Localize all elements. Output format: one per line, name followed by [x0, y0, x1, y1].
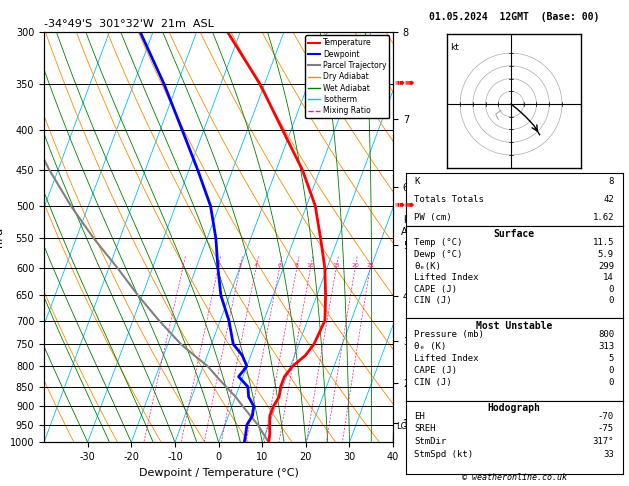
Text: 0: 0 [609, 296, 614, 305]
Text: Lifted Index: Lifted Index [415, 354, 479, 363]
Text: kt: kt [450, 43, 459, 52]
Text: 01.05.2024  12GMT  (Base: 00): 01.05.2024 12GMT (Base: 00) [429, 12, 599, 22]
Text: 1: 1 [181, 263, 185, 268]
Text: 0: 0 [609, 285, 614, 294]
Text: 299: 299 [598, 261, 614, 271]
Y-axis label: hPa: hPa [0, 227, 4, 247]
Text: 5: 5 [609, 354, 614, 363]
Text: 2: 2 [216, 263, 220, 268]
Text: 20: 20 [351, 263, 359, 268]
Text: 3: 3 [238, 263, 242, 268]
Text: 11.5: 11.5 [593, 238, 614, 247]
Text: LCL: LCL [397, 422, 412, 431]
Text: 313: 313 [598, 342, 614, 351]
Legend: Temperature, Dewpoint, Parcel Trajectory, Dry Adiabat, Wet Adiabat, Isotherm, Mi: Temperature, Dewpoint, Parcel Trajectory… [305, 35, 389, 118]
Text: CIN (J): CIN (J) [415, 296, 452, 305]
Text: 33: 33 [603, 450, 614, 459]
Text: 8: 8 [295, 263, 299, 268]
Text: Pressure (mb): Pressure (mb) [415, 330, 484, 339]
Text: ➠➠: ➠➠ [394, 78, 415, 91]
Text: PW (cm): PW (cm) [415, 212, 452, 222]
Text: StmDir: StmDir [415, 437, 447, 446]
Text: θₑ (K): θₑ (K) [415, 342, 447, 351]
Text: Most Unstable: Most Unstable [476, 321, 552, 331]
Text: CIN (J): CIN (J) [415, 378, 452, 387]
Text: 800: 800 [598, 330, 614, 339]
Text: K: K [415, 177, 420, 186]
Text: 5.9: 5.9 [598, 250, 614, 259]
Text: 317°: 317° [593, 437, 614, 446]
Text: 6: 6 [277, 263, 281, 268]
Text: Hodograph: Hodograph [487, 403, 541, 413]
Text: 14: 14 [603, 273, 614, 282]
Text: θₑ(K): θₑ(K) [415, 261, 442, 271]
Text: Dewp (°C): Dewp (°C) [415, 250, 463, 259]
Text: Lifted Index: Lifted Index [415, 273, 479, 282]
Text: SREH: SREH [415, 424, 436, 434]
Text: -75: -75 [598, 424, 614, 434]
Text: ➠➠: ➠➠ [394, 199, 415, 212]
Text: 8: 8 [609, 177, 614, 186]
Text: © weatheronline.co.uk: © weatheronline.co.uk [462, 473, 567, 482]
Text: 0: 0 [609, 378, 614, 387]
Text: 15: 15 [332, 263, 340, 268]
Text: 10: 10 [307, 263, 314, 268]
Text: -34°49'S  301°32'W  21m  ASL: -34°49'S 301°32'W 21m ASL [44, 19, 214, 30]
Text: CAPE (J): CAPE (J) [415, 285, 457, 294]
X-axis label: Dewpoint / Temperature (°C): Dewpoint / Temperature (°C) [138, 468, 299, 478]
Text: 42: 42 [603, 195, 614, 204]
Y-axis label: km
ASL: km ASL [401, 215, 420, 237]
Text: EH: EH [415, 412, 425, 420]
Text: -70: -70 [598, 412, 614, 420]
Text: 0: 0 [609, 366, 614, 375]
Text: 1.62: 1.62 [593, 212, 614, 222]
Text: CAPE (J): CAPE (J) [415, 366, 457, 375]
Text: StmSpd (kt): StmSpd (kt) [415, 450, 474, 459]
Text: 4: 4 [254, 263, 258, 268]
Text: Surface: Surface [494, 229, 535, 239]
Text: Temp (°C): Temp (°C) [415, 238, 463, 247]
Text: 25: 25 [366, 263, 374, 268]
Text: Totals Totals: Totals Totals [415, 195, 484, 204]
